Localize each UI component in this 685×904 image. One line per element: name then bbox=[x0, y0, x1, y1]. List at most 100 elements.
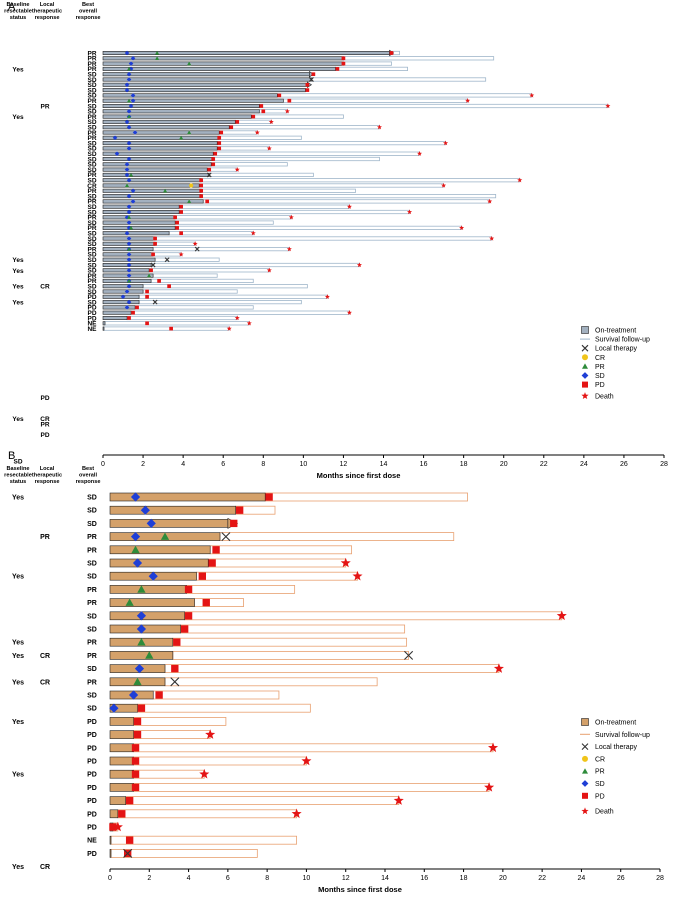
x-tick-label: 16 bbox=[420, 461, 428, 468]
pd-marker bbox=[175, 226, 179, 230]
death-marker bbox=[301, 755, 312, 766]
treatment-bar bbox=[109, 796, 127, 805]
best-response-label: PR bbox=[87, 534, 97, 541]
sd-marker bbox=[126, 252, 132, 257]
death-marker bbox=[352, 570, 363, 581]
best-response-label: SD bbox=[87, 140, 96, 147]
sd-marker bbox=[128, 61, 134, 66]
follow-up-bar bbox=[178, 209, 410, 215]
sd-marker bbox=[126, 241, 132, 247]
treatment-bar bbox=[102, 66, 336, 71]
local-therapy-marker bbox=[404, 650, 414, 660]
best-response-label: SD bbox=[87, 241, 96, 248]
x-axis-title: Months since first dose bbox=[318, 885, 402, 894]
follow-up-bar bbox=[103, 326, 230, 331]
pd-marker bbox=[184, 585, 193, 594]
baseline-status-label: Yes bbox=[12, 653, 24, 660]
sd-marker bbox=[128, 690, 139, 700]
follow-up-bar bbox=[335, 66, 408, 71]
death-marker bbox=[192, 241, 198, 246]
follow-up-bar bbox=[138, 299, 302, 305]
sd-marker bbox=[126, 193, 132, 199]
follow-up-bar bbox=[137, 703, 311, 713]
death-marker bbox=[205, 729, 216, 739]
legend-label: PD bbox=[595, 382, 605, 389]
follow-up-bar bbox=[258, 103, 609, 109]
follow-up-bar bbox=[212, 151, 420, 156]
baseline-status-label: Yes bbox=[12, 719, 24, 726]
best-response-label: PR bbox=[87, 273, 96, 280]
pr-marker bbox=[147, 273, 152, 278]
sd-marker bbox=[126, 77, 132, 82]
baseline-status-label: Yes bbox=[12, 114, 24, 121]
x-tick-label: 14 bbox=[381, 875, 389, 882]
x-tick-label: 22 bbox=[538, 875, 546, 882]
pd-marker bbox=[125, 796, 134, 805]
death-marker bbox=[484, 782, 495, 792]
pr-marker bbox=[126, 278, 132, 283]
sd-marker bbox=[126, 283, 132, 289]
x-tick-label: 0 bbox=[108, 875, 112, 882]
pr-marker bbox=[163, 188, 168, 193]
pr-marker bbox=[126, 215, 132, 219]
treatment-bar bbox=[102, 305, 136, 310]
x-tick-label: 16 bbox=[420, 875, 428, 882]
baseline-status-label: Yes bbox=[12, 864, 24, 871]
treatment-bar bbox=[109, 519, 229, 528]
legend-cr-swatch bbox=[582, 755, 588, 762]
pr-marker bbox=[126, 98, 132, 103]
follow-up-bar bbox=[343, 56, 495, 61]
legend-label: Death bbox=[595, 393, 614, 400]
best-response-label: SD bbox=[87, 626, 97, 633]
pd-marker bbox=[251, 114, 256, 119]
best-response-label: PD bbox=[87, 732, 97, 739]
death-marker bbox=[266, 267, 272, 273]
follow-up-bar bbox=[134, 305, 254, 310]
pd-marker bbox=[207, 167, 212, 172]
treatment-bar bbox=[102, 178, 202, 183]
treatment-bar bbox=[102, 72, 310, 77]
treatment-bar bbox=[102, 268, 150, 273]
baseline-status-label: Yes bbox=[12, 268, 24, 275]
sd-marker bbox=[126, 225, 132, 231]
pd-marker bbox=[235, 120, 240, 124]
best-response-label: SD bbox=[87, 706, 97, 713]
sd-marker bbox=[126, 124, 132, 130]
column-header: resectable bbox=[4, 473, 32, 479]
pr-marker bbox=[126, 66, 132, 71]
treatment-bar bbox=[102, 93, 278, 98]
sd-marker bbox=[132, 130, 138, 135]
follow-up-bar bbox=[218, 130, 258, 135]
follow-up-bar bbox=[152, 246, 290, 252]
baseline-status-label: Yes bbox=[12, 284, 24, 291]
legend-pd-swatch bbox=[582, 381, 588, 388]
treatment-bar bbox=[109, 545, 211, 555]
best-response-label: PR bbox=[87, 278, 96, 285]
best-response-label: SD bbox=[87, 257, 96, 264]
sd-marker bbox=[109, 703, 119, 713]
local-therapy-marker bbox=[152, 299, 158, 305]
follow-up-bar bbox=[200, 188, 356, 193]
legend-death-swatch bbox=[581, 807, 589, 815]
death-marker bbox=[417, 151, 423, 156]
follow-up-bar bbox=[228, 125, 380, 130]
sd-marker bbox=[124, 172, 130, 178]
sd-marker bbox=[126, 177, 132, 183]
treatment-bar bbox=[102, 88, 306, 93]
local-response-label: CR bbox=[40, 653, 50, 660]
x-axis-title: Months since first dose bbox=[317, 471, 401, 480]
sd-marker bbox=[126, 146, 132, 151]
treatment-bar bbox=[109, 651, 174, 660]
follow-up-bar bbox=[138, 294, 328, 299]
best-response-label: PR bbox=[87, 246, 96, 253]
column-header: Baseline bbox=[6, 466, 29, 472]
follow-up-bar bbox=[104, 321, 250, 326]
treatment-bar bbox=[102, 210, 180, 215]
sd-marker bbox=[124, 215, 130, 220]
treatment-bar bbox=[102, 125, 230, 130]
follow-up-bar bbox=[210, 162, 288, 167]
treatment-bar bbox=[102, 310, 132, 315]
best-response-label: PR bbox=[87, 56, 96, 63]
sd-marker bbox=[134, 664, 145, 674]
